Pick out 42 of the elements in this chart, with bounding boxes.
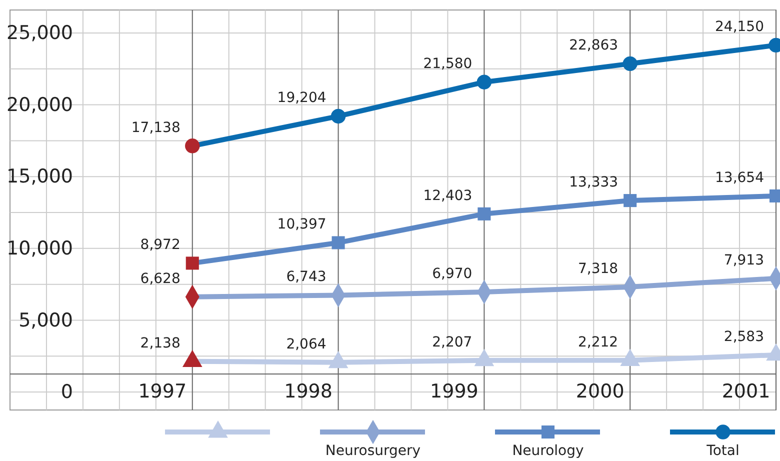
x-tick-label: 2001 [722,380,770,403]
point [186,256,199,270]
point [624,194,637,208]
legend-label: Total [706,443,740,459]
y-tick-label: 15,000 [6,166,73,188]
data-label: 2,212 [578,334,618,350]
point [330,108,346,124]
x-tick-label: 1998 [284,380,332,403]
point [622,56,638,72]
data-label: 2,583 [724,328,764,345]
data-label: 17,138 [131,120,180,136]
data-label: 7,913 [724,252,764,268]
data-label: 7,318 [578,260,618,277]
data-label: 12,403 [423,188,472,204]
x-tick-label: 1999 [430,380,478,403]
y-tick-label: 20,000 [6,94,73,116]
point [476,74,492,90]
data-label: 6,743 [286,269,326,286]
data-label: 2,207 [432,334,472,350]
y-tick-label: 10,000 [6,238,73,260]
point [332,236,345,250]
data-label: 22,863 [569,38,618,54]
legend-label: Neurosurgery [325,443,421,459]
y-tick-label: 5,000 [18,309,73,332]
data-label: 2,064 [286,336,326,352]
data-label: 13,333 [569,174,618,191]
data-label: 13,654 [715,170,764,186]
data-label: 10,397 [277,216,326,233]
data-label: 24,150 [715,19,764,36]
data-label: 6,628 [140,270,180,287]
y-tick-label: 0 [60,381,73,404]
y-tick-label: 25,000 [6,22,73,44]
x-tick-label: 1997 [138,380,187,403]
data-label: 21,580 [423,56,472,72]
data-label: 2,138 [140,335,180,352]
data-label: 6,970 [432,266,472,282]
point [478,207,491,220]
x-tick-label: 2000 [576,380,624,403]
data-label: 19,204 [277,90,326,106]
point [185,138,200,154]
legend-label: Neurology [512,443,584,459]
data-label: 8,972 [140,237,180,254]
